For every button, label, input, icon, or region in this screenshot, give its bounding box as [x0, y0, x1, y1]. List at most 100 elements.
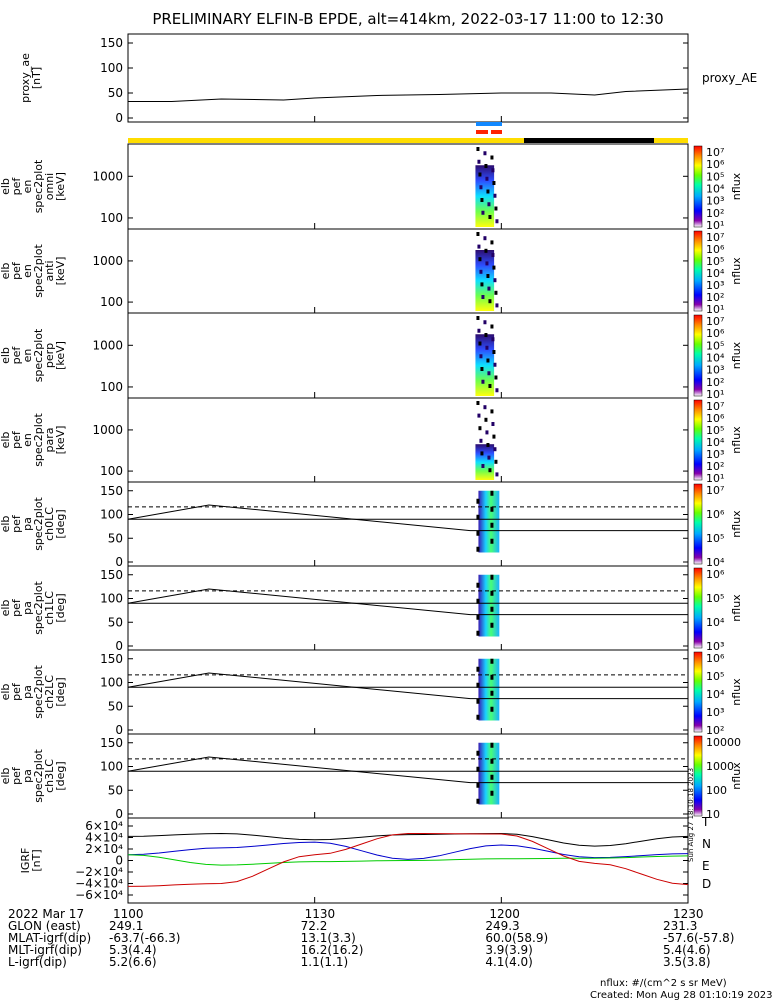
pitch-angle-speckle [476, 766, 480, 772]
colorbar-tick: 100 [706, 784, 727, 797]
panel-frame [127, 733, 689, 819]
ytick-label: 150 [100, 736, 123, 750]
spectrogram-speckle [484, 164, 488, 168]
colorbar-tick: 10⁶ [706, 652, 725, 665]
pitch-angle-speckle [476, 614, 480, 620]
ylabel-line: en [21, 264, 34, 278]
colorbar-tick: 10⁴ [706, 436, 725, 449]
colorbar-tick: 10⁴ [706, 688, 725, 701]
colorbar-tick: 10⁶ [706, 158, 725, 171]
ylabel-line: elb [0, 263, 12, 280]
spectrogram-speckle [480, 198, 484, 202]
ylabel-line: [deg] [54, 677, 67, 706]
ylabel-line: [keV] [54, 426, 67, 455]
ytick-label: 100 [100, 211, 123, 225]
spectrogram-speckle [476, 147, 480, 151]
colorbar-tick: 10⁵ [706, 532, 724, 545]
spectrogram-speckle [493, 447, 497, 452]
spectrogram-speckle [487, 455, 491, 460]
spectrogram-speckle [493, 278, 497, 283]
spectrogram-speckle [494, 206, 498, 211]
footer-cell: -63.7(-66.3) [109, 931, 180, 945]
ylabel-line: omni [43, 173, 56, 200]
pitch-angle-speckle [476, 714, 480, 720]
ylabel-line: spec2plot [32, 413, 45, 467]
burst-bar [491, 130, 502, 134]
ylabel-line: spec2plot [32, 749, 45, 803]
panel-frame [127, 312, 689, 399]
footer-cell: 4.1(4.0) [485, 955, 533, 969]
ytick-label: 50 [108, 531, 123, 545]
spectrogram-speckle [485, 430, 489, 435]
spectrogram-speckle [487, 286, 491, 291]
pitch-angle-speckle [476, 782, 480, 788]
spectrogram-speckle [491, 337, 495, 342]
colorbar-tick: 10² [706, 460, 724, 473]
ytick-label: 50 [108, 615, 123, 629]
chart-title: PRELIMINARY ELFIN-B EPDE, alt=414km, 202… [152, 10, 663, 28]
spectrogram-speckle [488, 384, 492, 388]
ytick-label: 0 [115, 639, 123, 653]
spectrogram-speckle [495, 219, 499, 224]
ylabel-line: pef [10, 346, 23, 365]
spectrogram-speckle [492, 265, 496, 270]
ytick-label: 150 [100, 36, 123, 50]
ytick-label: 1000 [92, 169, 123, 183]
colorbar-tick: 10000 [706, 736, 741, 749]
footer-cell: 5.3(4.4) [109, 943, 157, 957]
ylabel-line: pef [10, 598, 23, 617]
panel-frame [127, 33, 689, 123]
panel-igrf: IGRF[nT] 6×10⁴4×10⁴2×10⁴0−2×10⁴−4×10⁴−6×1… [19, 817, 689, 904]
spectrogram-speckle [480, 367, 484, 371]
pitch-angle-speckle [476, 498, 480, 504]
pitch-angle-block [478, 658, 500, 721]
ytick-label: 1000 [92, 423, 123, 437]
colorbar-tick: 10⁴ [706, 616, 725, 629]
ylabel-line: anti [43, 260, 56, 281]
ytick-label: 150 [100, 484, 123, 498]
colorbar-tick: 10⁴ [706, 183, 725, 196]
colorbar-tick: 10⁵ [706, 424, 724, 437]
ylabel-line: spec2plot [32, 581, 45, 635]
ylabel-line: en [21, 433, 34, 447]
ylabel-line: pef [10, 261, 23, 280]
ylabel-line: ch2LC [43, 675, 56, 709]
pitch-angle-speckle [476, 666, 480, 672]
footer-cell: MLAT-igrf(dip) [8, 931, 91, 945]
spectrogram-speckle [486, 358, 490, 363]
pitch-angle-speckle [476, 598, 480, 604]
spectrogram-speckle [478, 257, 482, 262]
pitch-angle-speckle [490, 758, 494, 764]
colorbar-tick: 10⁵ [706, 670, 724, 683]
ylabel-line: [keV] [54, 341, 67, 370]
spectrogram-speckle [481, 295, 485, 299]
ylabel-line: ch3LC [43, 759, 56, 793]
igrf-legend-N: N [702, 837, 711, 851]
ytick-label: 100 [100, 760, 123, 774]
spectrogram-speckle [481, 210, 485, 215]
footer-cell: MLT-igrf(dip) [8, 943, 82, 957]
ylabel-line: proxy_ae [19, 53, 32, 103]
ytick-label: 50 [108, 699, 123, 713]
colorbar-tick: 10¹ [706, 472, 724, 485]
colorbar [693, 314, 703, 397]
panel-frame [127, 565, 689, 651]
spectrogram-speckle [476, 232, 480, 236]
colorbar-label: nflux [730, 594, 743, 622]
ylabel-line: pef [10, 682, 23, 701]
ylabel-line: pef [10, 177, 23, 196]
spectrogram-speckle [479, 269, 483, 274]
pitch-angle-speckle [490, 742, 494, 748]
ytick-label: 0 [115, 723, 123, 737]
spectrogram-speckle [483, 151, 487, 156]
footer-cell: 249.3 [485, 919, 519, 933]
ylabel-line: en [21, 349, 34, 363]
spectrogram-speckle [480, 451, 484, 456]
burst-bar [476, 130, 488, 134]
pitch-angle-block [478, 574, 500, 637]
pitch-angle-speckle [490, 590, 494, 596]
ylabel-line: elb [0, 600, 12, 617]
